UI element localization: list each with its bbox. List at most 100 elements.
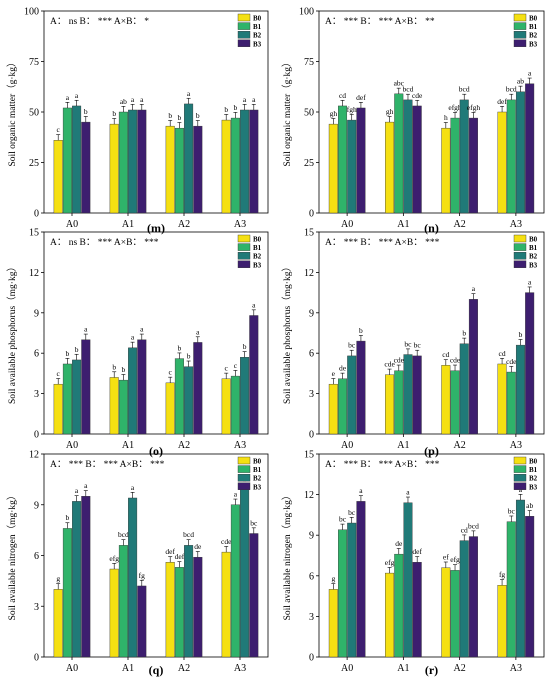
bar <box>338 529 348 658</box>
significance-label: a <box>131 333 135 342</box>
y-tick-label: 50 <box>29 108 39 119</box>
legend-label: B2 <box>253 475 262 483</box>
significance-label: b <box>196 111 200 120</box>
significance-label: efg <box>450 555 460 564</box>
significance-label: bc <box>339 515 347 524</box>
significance-label: cde <box>450 356 461 365</box>
significance-label: a <box>66 93 70 102</box>
bar <box>174 358 184 435</box>
stats-annotation: A： ns B： *** A×B： *** <box>50 238 159 248</box>
bar <box>459 343 469 435</box>
bar <box>240 357 250 435</box>
bar <box>221 119 231 214</box>
x-tick-label: A3 <box>510 440 522 451</box>
significance-label: a <box>75 91 79 100</box>
legend-swatch <box>237 39 251 47</box>
plot-frame <box>318 231 545 435</box>
y-tick-label: 12 <box>304 490 314 501</box>
y-tick-label: 50 <box>304 108 314 119</box>
significance-label: abc <box>394 79 405 88</box>
bar <box>338 378 348 435</box>
significance-label: bcd <box>118 530 129 539</box>
bar <box>515 344 525 435</box>
x-tick-label: A2 <box>178 663 190 674</box>
significance-label: bc <box>414 341 422 350</box>
significance-label: bcd <box>468 521 479 530</box>
panel-caption: (m) <box>147 221 165 235</box>
bar <box>109 568 119 658</box>
significance-label: cde <box>394 356 405 365</box>
x-tick-label: A0 <box>66 663 78 674</box>
significance-label: c <box>225 364 229 373</box>
significance-label: cde <box>221 537 232 546</box>
significance-label: cde <box>412 91 423 100</box>
significance-label: a <box>187 89 191 98</box>
bar <box>328 589 338 658</box>
y-tick-label: 6 <box>34 349 39 360</box>
y-tick-label: 0 <box>309 653 314 664</box>
bar <box>441 127 451 214</box>
legend-swatch <box>237 22 251 30</box>
bar <box>412 355 422 435</box>
bar <box>249 315 259 435</box>
bar <box>53 140 63 214</box>
legend-label: B1 <box>253 244 262 252</box>
y-tick-label: 100 <box>24 7 39 18</box>
significance-label: def <box>356 93 366 102</box>
significance-label: b <box>178 343 182 352</box>
bar <box>394 370 404 435</box>
significance-label: b <box>178 113 182 122</box>
significance-label: b <box>168 111 172 120</box>
significance-label: a <box>528 277 532 286</box>
legend-swatch <box>513 465 527 473</box>
significance-label: bcd <box>506 85 517 94</box>
legend-label: B3 <box>253 40 262 48</box>
legend-label: B3 <box>253 261 262 269</box>
legend-swatch <box>513 22 527 30</box>
bar <box>525 83 535 214</box>
significance-label: a <box>252 95 256 104</box>
bar <box>506 371 516 435</box>
significance-label: a <box>472 284 476 293</box>
significance-label: bc <box>508 506 516 515</box>
bar <box>394 553 404 658</box>
y-tick-label: 0 <box>34 209 39 220</box>
significance-label: b <box>84 107 88 116</box>
x-tick-label: A2 <box>454 219 466 230</box>
significance-label: bcd <box>403 85 414 94</box>
significance-label: a <box>75 486 79 495</box>
legend-swatch <box>513 456 527 465</box>
significance-label: b <box>187 352 191 361</box>
bar <box>459 99 469 214</box>
y-tick-label: 6 <box>309 571 314 582</box>
bar <box>356 340 366 435</box>
bar <box>221 551 231 658</box>
x-tick-label: A2 <box>454 663 466 674</box>
bar <box>118 545 128 658</box>
y-axis-label: Soil available nitrogen（mg·kg） <box>6 491 18 621</box>
legend-label: B2 <box>253 253 262 261</box>
plot-frame <box>318 453 545 658</box>
significance-label: c <box>169 368 173 377</box>
significance-label: b <box>112 362 116 371</box>
legend-swatch <box>237 260 251 268</box>
bar <box>240 109 250 214</box>
x-tick-label: A1 <box>397 219 409 230</box>
bar <box>347 355 357 435</box>
significance-label: cd <box>339 91 346 100</box>
x-tick-label: A2 <box>178 440 190 451</box>
significance-label: ab <box>517 77 524 86</box>
bar <box>450 117 460 214</box>
significance-label: a <box>140 325 144 334</box>
y-tick-label: 15 <box>29 228 39 239</box>
y-tick-label: 3 <box>34 602 39 613</box>
significance-label: c <box>57 369 61 378</box>
bar <box>525 292 535 435</box>
bar <box>81 121 91 214</box>
legend-swatch <box>513 234 527 243</box>
significance-label: bc <box>348 508 356 517</box>
legend-swatch <box>237 465 251 473</box>
significance-label: efg <box>385 558 395 567</box>
significance-label: g <box>56 574 60 583</box>
bar <box>385 572 395 658</box>
